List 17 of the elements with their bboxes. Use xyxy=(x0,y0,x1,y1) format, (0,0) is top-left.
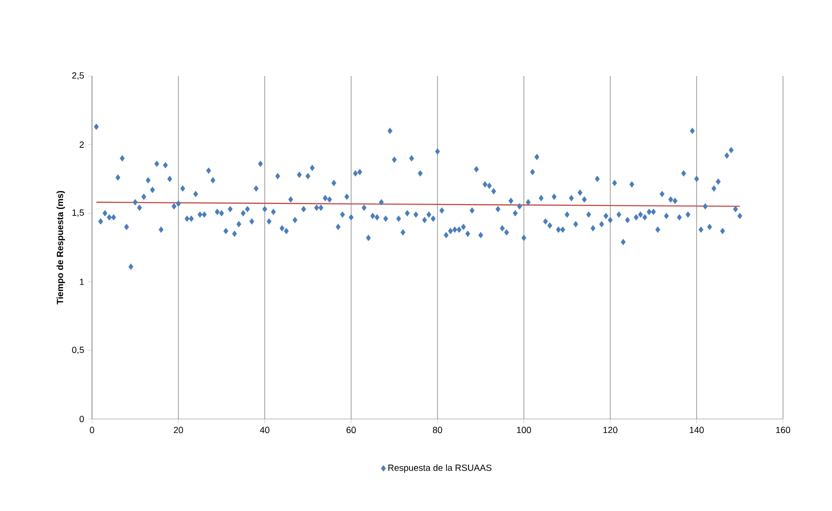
x-tick-label: 40 xyxy=(260,426,270,434)
y-tick-label: 0 xyxy=(80,416,84,422)
y-tick-label: 1 xyxy=(80,278,84,285)
y-tick-label: 2 xyxy=(80,141,84,148)
x-tick-label: 0 xyxy=(90,426,94,434)
x-tick-label: 60 xyxy=(346,426,356,434)
y-tick-label: 2,5 xyxy=(72,72,84,80)
x-tick-label: 100 xyxy=(517,426,532,434)
x-tick-label: 120 xyxy=(603,426,618,434)
y-tick-label: 1,5 xyxy=(72,210,84,217)
x-tick-label: 20 xyxy=(174,426,184,434)
y-axis-title: Tiempo de Respuesta (ms) xyxy=(56,190,65,304)
legend-label: Respuesta de la RSUAAS xyxy=(388,464,492,473)
x-tick-label: 80 xyxy=(432,426,442,434)
x-tick-label: 160 xyxy=(776,426,790,434)
x-tick-label: 140 xyxy=(690,426,704,434)
y-tick-label: 0,5 xyxy=(72,346,84,354)
